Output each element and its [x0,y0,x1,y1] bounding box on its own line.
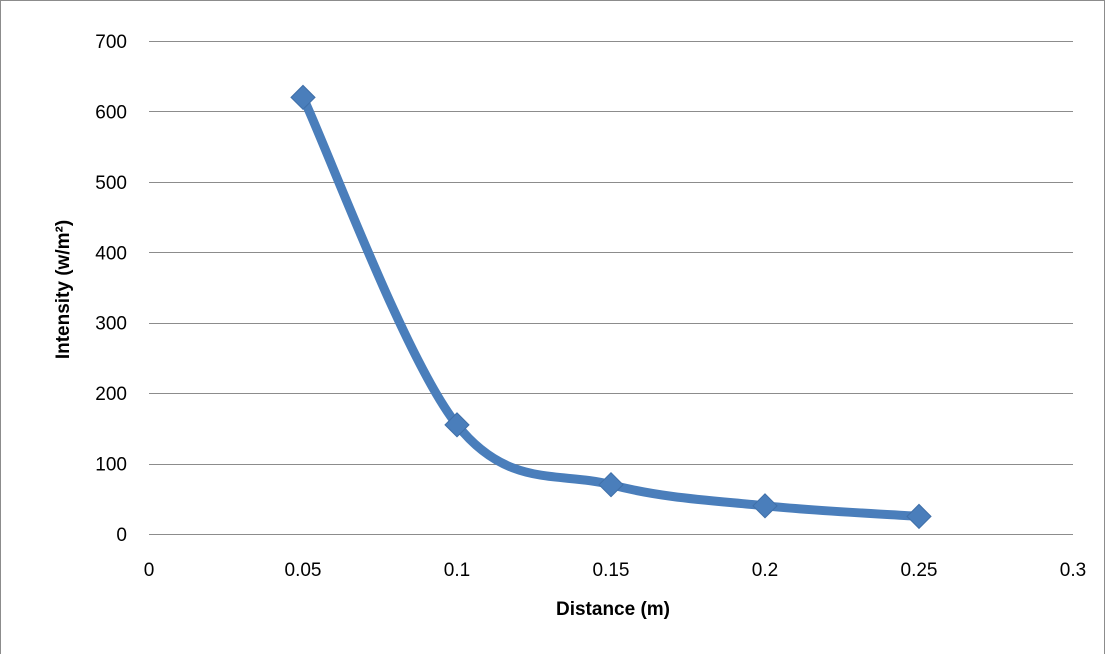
y-tick-label: 200 [95,384,127,405]
data-point-marker [290,84,316,111]
y-tick-label: 600 [95,102,127,123]
y-tick-label: 0 [116,525,127,546]
data-point-marker [752,493,778,519]
x-axis-title: Distance (m) [556,599,670,620]
x-tick-label: 0.05 [285,560,322,581]
series-line-0 [298,92,924,521]
y-axis-title: Intensity (w/m²) [53,220,74,359]
x-tick-label: 0.2 [752,560,778,581]
y-tick-label: 500 [95,173,127,194]
x-tick-label: 0.15 [593,560,630,581]
x-tick-label: 0 [144,560,155,581]
y-tick-label: 100 [95,455,127,476]
y-tick-label: 300 [95,314,127,335]
data-point-marker [444,412,470,438]
y-tick-label: 700 [95,32,127,53]
data-point-marker [906,503,932,530]
tick-labels: 0 100 200 300 400 500 600 700 0 0.05 0.1 0.15 0.2 0.2… [95,32,1086,581]
y-tick-label: 400 [95,243,127,264]
x-tick-label: 0.1 [444,560,470,581]
gridlines [149,41,1073,465]
data-point-marker [598,471,624,498]
x-tick-label: 0.3 [1060,560,1086,581]
x-tick-label: 0.25 [901,560,938,581]
data-series [290,84,932,530]
